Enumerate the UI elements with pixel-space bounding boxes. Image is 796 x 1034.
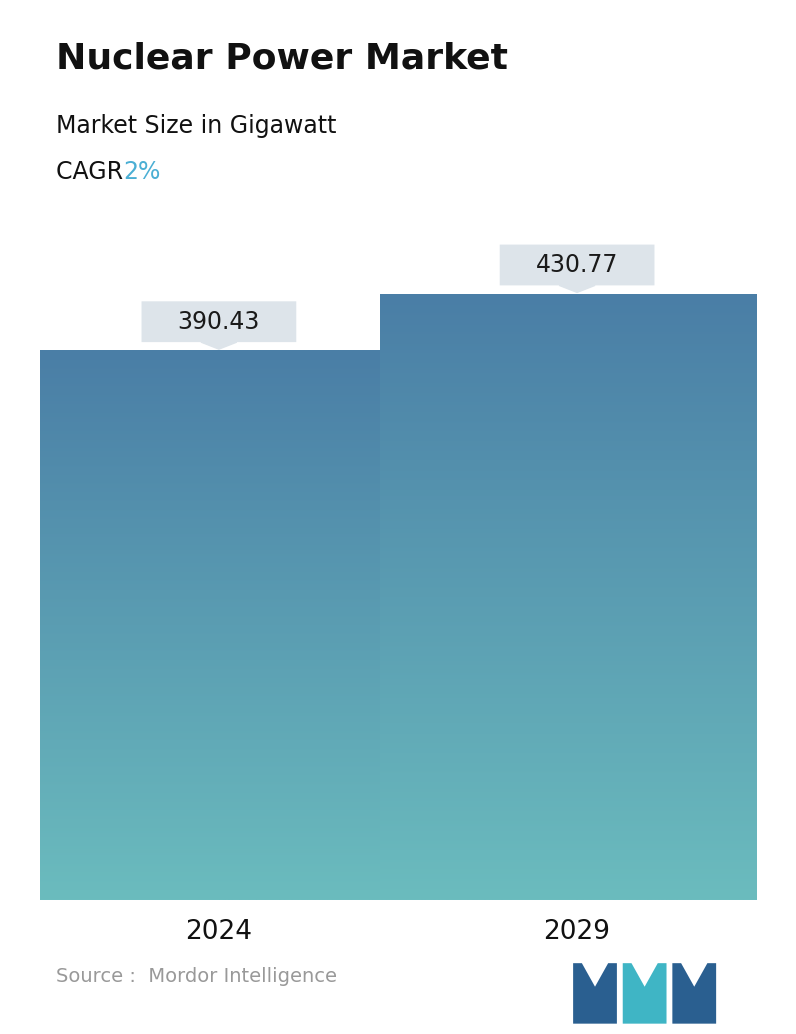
Text: Market Size in Gigawatt: Market Size in Gigawatt bbox=[56, 114, 336, 138]
Text: Source :  Mordor Intelligence: Source : Mordor Intelligence bbox=[56, 967, 337, 985]
Text: 390.43: 390.43 bbox=[178, 310, 260, 334]
FancyBboxPatch shape bbox=[142, 301, 296, 342]
FancyBboxPatch shape bbox=[500, 245, 654, 285]
Polygon shape bbox=[560, 285, 595, 293]
Polygon shape bbox=[573, 964, 617, 1024]
Text: Nuclear Power Market: Nuclear Power Market bbox=[56, 41, 508, 75]
Polygon shape bbox=[201, 342, 237, 349]
Polygon shape bbox=[673, 964, 716, 1024]
Polygon shape bbox=[622, 964, 666, 1024]
Text: 430.77: 430.77 bbox=[536, 253, 618, 277]
Text: CAGR: CAGR bbox=[56, 160, 131, 184]
Text: 2%: 2% bbox=[123, 160, 161, 184]
